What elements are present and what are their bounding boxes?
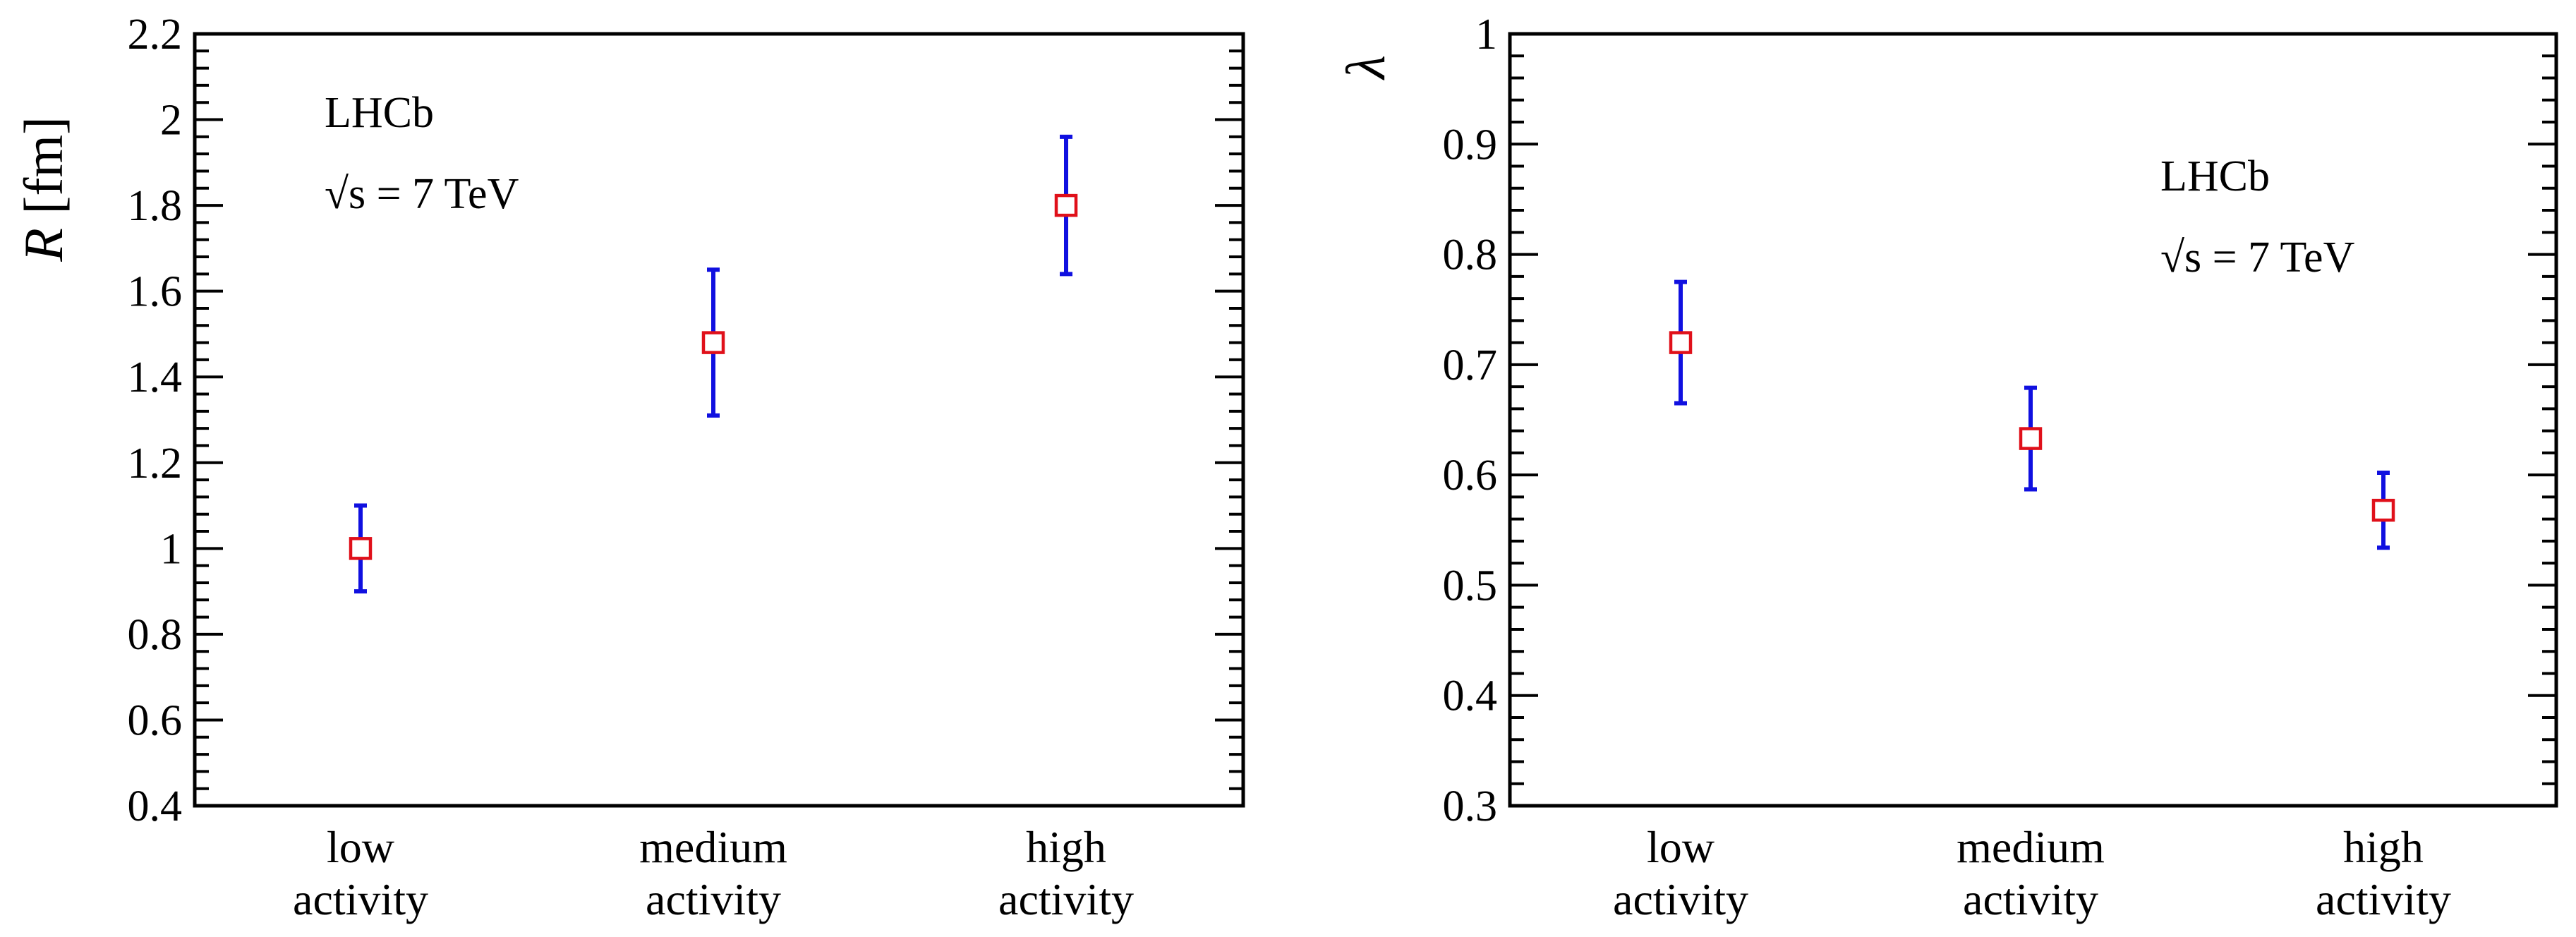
x-category-label: high activity [998,822,1134,924]
x-category-label: low activity [293,822,428,924]
radius-data-point [349,503,373,594]
lambda-y-axis-label: λ [1335,55,1396,80]
y-tick-label: 0.3 [1443,782,1498,830]
y-tick-label: 2 [160,97,182,145]
x-category-label: medium activity [639,822,787,924]
lambda-data-point [1669,279,1693,406]
y-tick-label: 0.5 [1443,562,1498,610]
open-square-marker [2019,427,2043,450]
y-tick-label: 0.4 [1443,672,1498,720]
radius-data-point [701,267,725,418]
x-category-label: medium activity [1957,822,2105,924]
open-square-marker [1054,193,1078,217]
radius-points [349,134,1078,594]
lambda-points [1669,279,2395,550]
lambda-chart-panel: 0.3 0.4 0.5 0.6 0.7 0.8 0.9 1 low activity medium… [1335,11,2558,924]
y-tick-label: 0.8 [1443,231,1498,279]
y-tick-label: 2.2 [128,11,183,59]
y-tick-label: 0.6 [1443,452,1498,500]
radius-category-labels: low activity medium activity high activity [293,822,1134,924]
lambda-y-ticks: 0.3 0.4 0.5 0.6 0.7 0.8 0.9 1 [1443,11,2556,830]
y-tick-label: 0.6 [128,696,183,744]
y-tick-label: 0.9 [1443,121,1498,169]
radius-y-ticks: 0.4 0.6 0.8 1 1.2 1.4 1.6 1.8 2 2.2 [128,11,1243,830]
open-square-marker [701,331,725,354]
y-tick-label: 1.4 [128,353,183,401]
x-category-label: high activity [2316,822,2451,924]
radius-energy-label: √s = 7 TeV [325,170,519,218]
y-tick-label: 1 [1475,11,1497,59]
x-category-label: low activity [1613,822,1748,924]
y-tick-label: 1.2 [128,440,183,488]
radius-experiment-label: LHCb [325,89,434,137]
lambda-plot-frame [1508,32,2558,808]
open-square-marker [1669,331,1693,354]
lambda-data-point [2019,385,2043,492]
y-tick-label: 0.7 [1443,341,1498,389]
radius-plot-frame [193,32,1245,808]
lambda-energy-label: √s = 7 TeV [2160,234,2355,282]
radius-chart-panel: 0.4 0.6 0.8 1 1.2 1.4 1.6 1.8 2 2.2 low activity me… [13,11,1245,924]
y-tick-label: 1.8 [128,182,183,230]
lambda-data-point [2371,471,2395,550]
lambda-category-labels: low activity medium activity high activity [1613,822,2451,924]
open-square-marker [2371,498,2395,522]
y-tick-label: 0.4 [128,782,183,830]
lambda-experiment-label: LHCb [2160,152,2270,200]
y-tick-label: 1.6 [128,268,183,316]
radius-data-point [1054,134,1078,277]
y-tick-label: 0.8 [128,611,183,659]
open-square-marker [349,537,373,560]
radius-y-axis-label: R [fm] [13,116,74,262]
y-tick-label: 1 [160,525,182,573]
